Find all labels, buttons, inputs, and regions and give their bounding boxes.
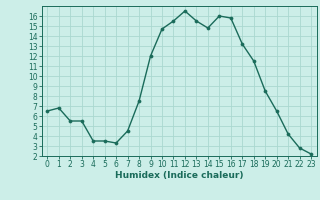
X-axis label: Humidex (Indice chaleur): Humidex (Indice chaleur) <box>115 171 244 180</box>
